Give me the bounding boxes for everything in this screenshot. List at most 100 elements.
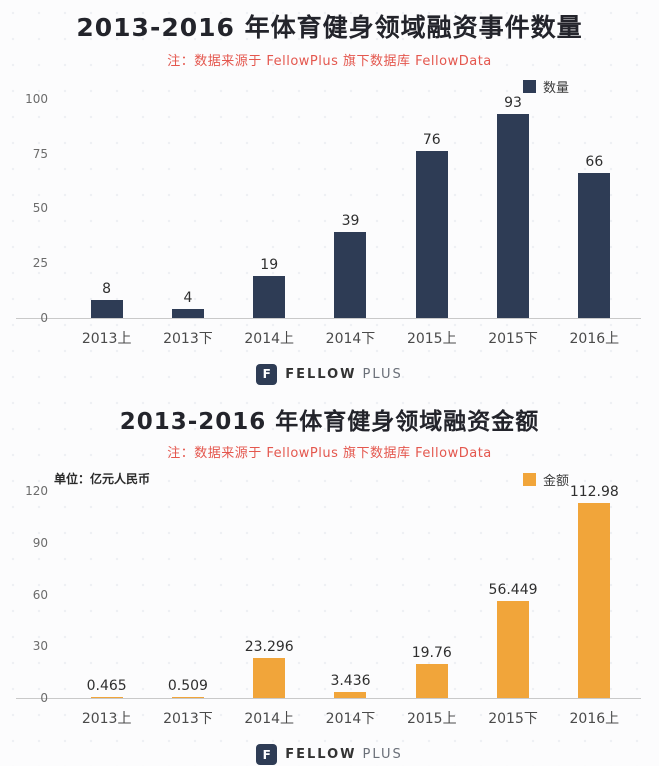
y-tick-label: 60 [32,587,48,602]
bar-column: 39 [310,99,391,318]
plot-region-events: 数量 0 25 50 75 100 8 4 19 39 76 93 66 2013上 2013下 201… [16,75,641,348]
bar [90,697,123,699]
bar-value-label: 4 [183,290,193,306]
legend-swatch-amount [522,472,536,486]
bar-column: 93 [472,95,553,318]
bar-column: 19.76 [391,491,472,699]
legend-label-events: 数量 [542,81,569,97]
bar [497,114,530,318]
bar-value-label: 39 [341,213,360,230]
bar-column: 8 [66,99,147,318]
fellowplus-brand: F FELLOW PLUS [0,744,659,766]
legend-label-amount: 金额 [542,473,569,489]
y-tick-label: 30 [32,639,48,654]
brand-name-bold: FELLOW [285,366,357,382]
bar-value-label: 0.465 [86,678,127,695]
x-axis-events: 2013上 2013下 2014上 2014下 2015上 2015下 2016上 [60,328,641,348]
bars-container-events: 8 4 19 39 76 93 66 [60,95,641,318]
bar-value-label: 23.296 [244,639,294,656]
bar-column: 0.465 [66,491,147,699]
bar-column: 112.98 [554,484,635,699]
y-tick-label: 50 [32,201,48,216]
x-tick-label: 2014下 [325,711,376,728]
y-tick-label: 75 [32,146,48,161]
chart-section-financing-events: 2013-2016 年体育健身领域融资事件数量 注：数据来源于 FellowPl… [0,13,659,385]
chart-title-amount: 2013-2016 年体育健身领域融资金额 [119,408,540,435]
bar-column: 0.509 [147,491,228,699]
legend-swatch-events [522,80,536,94]
bar [171,697,204,699]
bar-value-label: 112.98 [569,484,619,501]
plot-region-amount: 单位：亿元人民币 金额 0 30 60 90 120 0.465 0.509 23.296 3… [16,467,641,728]
bars-container-amount: 0.465 0.509 23.296 3.436 19.76 56.449 112.98 [60,484,641,699]
brand-name-light: PLUS [362,366,403,382]
y-tick-label: 25 [32,256,48,270]
bar-value-label: 66 [585,154,604,171]
y-tick-label: 120 [25,484,48,499]
bar-column: 56.449 [472,491,553,699]
chart-section-financing-amount: 2013-2016 年体育健身领域融资金额 注：数据来源于 FellowPlus… [0,395,659,766]
y-tick-label: 100 [25,91,48,106]
fellowplus-logo-icon: F [256,363,278,385]
bar-column: 23.296 [229,491,310,699]
x-tick-label: 2015下 [488,330,538,347]
brand-name-bold: FELLOW [285,747,357,763]
x-tick-label: 2014下 [325,330,376,347]
bar [334,232,367,318]
bar-column: 19 [229,99,310,318]
legend-row-events: 数量 [16,75,641,99]
y-tick-label: 90 [32,535,48,550]
bar-column: 66 [554,99,635,318]
y-tick-label: 0 [40,310,48,325]
x-tick-label: 2013下 [163,330,213,347]
x-tick-label: 2016上 [569,711,620,728]
bar [578,173,611,318]
x-axis-amount: 2013上 2013下 2014上 2014下 2015上 2015下 2016上 [60,708,641,728]
fellowplus-brand: F FELLOW PLUS [0,363,659,385]
bar-value-label: 19 [260,257,279,274]
bar-value-label: 76 [422,132,441,149]
bar-column: 3.436 [310,491,391,699]
bar-column: 4 [147,99,228,318]
y-axis-events: 0 25 50 75 100 [16,92,60,325]
brand-name-light: PLUS [362,747,403,763]
bar [497,600,530,699]
fellowplus-wordmark: FELLOW PLUS [285,367,402,382]
bar [171,309,204,318]
bar [90,300,123,318]
bar [253,276,286,318]
x-tick-label: 2013上 [81,711,132,728]
bar [415,664,448,699]
bar-value-label: 56.449 [488,581,538,598]
bar [415,151,448,318]
bar-value-label: 8 [102,281,112,298]
plot-area-amount: 0 30 60 90 120 0.465 0.509 23.296 3.436 19.76 56.… [16,484,641,705]
x-tick-label: 2015上 [406,711,457,728]
bar-value-label: 0.509 [167,678,208,695]
y-axis-amount: 0 30 60 90 120 [16,484,60,705]
x-tick-label: 2014上 [244,330,295,347]
y-tick-label: 0 [40,691,48,706]
x-tick-label: 2014上 [244,711,295,728]
chart-subtitle-amount: 注：数据来源于 FellowPlus 旗下数据库 FellowData [167,446,492,462]
x-tick-label: 2016上 [569,330,620,347]
chart-subtitle-events: 注：数据来源于 FellowPlus 旗下数据库 FellowData [167,53,492,69]
plot-area-events: 0 25 50 75 100 8 4 19 39 76 93 66 [16,92,641,325]
bar [334,692,367,699]
bar-value-label: 19.76 [411,645,452,662]
x-tick-label: 2013下 [163,711,213,728]
bar [253,658,286,699]
chart-title-events: 2013-2016 年体育健身领域融资事件数量 [76,13,583,42]
unit-label: 单位：亿元人民币 [54,472,151,487]
bar-column: 76 [391,99,472,318]
bar [578,503,611,699]
legend-row-amount: 单位：亿元人民币 金额 [16,467,641,491]
x-tick-label: 2013上 [81,330,132,347]
x-tick-label: 2015下 [488,711,538,728]
bar-value-label: 3.436 [330,673,371,690]
bar-value-label: 93 [504,95,522,112]
x-tick-label: 2015上 [406,330,457,347]
fellowplus-logo-icon: F [256,744,278,766]
fellowplus-wordmark: FELLOW PLUS [285,747,402,762]
